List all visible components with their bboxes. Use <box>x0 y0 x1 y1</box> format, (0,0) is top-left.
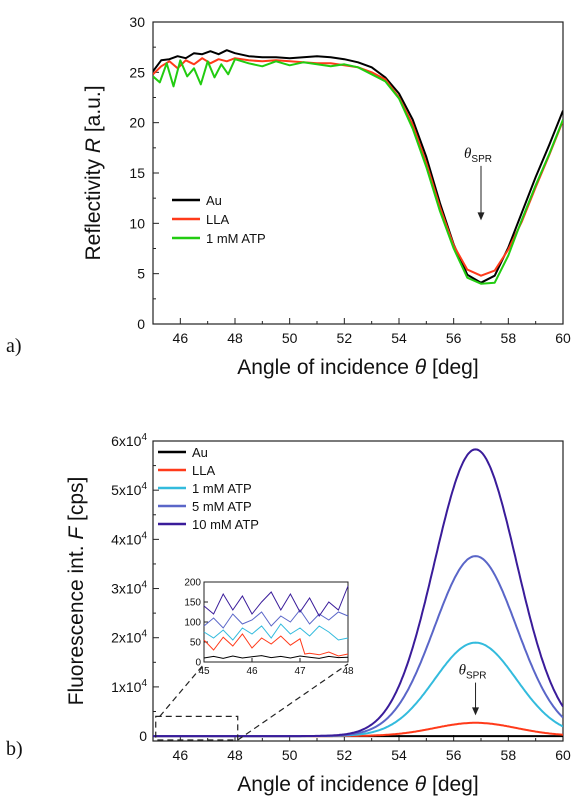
spr-annotation: θSPR <box>459 663 487 682</box>
inset-series-au <box>203 655 349 659</box>
panel-b: 46 48 50 52 54 56 58 60 0 1x104 2x104 3x104 4x104 5x1… <box>65 432 571 796</box>
x-axis-label: Angle of incidence θ [deg] <box>237 356 478 379</box>
inset-chart: 45 46 47 48 0 50 100 150 200 <box>184 578 354 678</box>
x-tick-label: 46 <box>173 330 189 346</box>
y-tick-label: 30 <box>129 14 145 30</box>
y-tick-label: 20 <box>129 115 145 131</box>
series-group <box>153 448 563 738</box>
y-tick-label: 0 <box>139 728 147 744</box>
legend: Au LLA 1 mM ATP 5 mM ATP 10 mM ATP <box>158 445 259 532</box>
x-tick-label: 56 <box>446 747 462 763</box>
x-tick-label: 52 <box>337 330 353 346</box>
panel-a: 46 48 50 52 54 56 58 60 0 5 10 15 20 25 30 Angle of inc… <box>82 14 571 379</box>
x-tick-label: 60 <box>555 330 571 346</box>
x-tick-label: 52 <box>337 747 353 763</box>
inset-x-tick-label: 46 <box>246 666 258 677</box>
arrow-head <box>477 212 485 221</box>
y-tick-label: 0 <box>137 316 145 332</box>
legend-label: 1 mM ATP <box>192 481 252 496</box>
zoom-region-box <box>155 715 239 741</box>
y-tick-label: 6x104 <box>111 432 147 449</box>
plot-frame <box>152 440 564 742</box>
x-tick-label: 50 <box>282 747 298 763</box>
x-tick-label: 46 <box>173 747 189 763</box>
inset-x-tick-label: 48 <box>342 666 354 677</box>
arrow-head <box>472 707 480 716</box>
inset-series-lla <box>203 633 349 657</box>
panel-b-label: b) <box>6 738 23 760</box>
legend-label: LLA <box>206 212 229 227</box>
x-tick-label: 58 <box>501 330 517 346</box>
legend-label: 5 mM ATP <box>192 499 252 514</box>
zoom-connector-right <box>237 663 349 741</box>
legend-label: Au <box>206 193 222 208</box>
x-tick-label: 56 <box>446 330 462 346</box>
legend: Au LLA 1 mM ATP <box>172 193 266 246</box>
x-tick-label: 60 <box>555 747 571 763</box>
series-line-lla <box>153 57 563 277</box>
x-tick-label: 48 <box>227 330 243 346</box>
y-tick-label: 1x104 <box>111 678 147 695</box>
spr-annotation: θSPR <box>464 146 492 165</box>
y-axis-label: Reflectivity R [a.u.] <box>82 85 105 260</box>
y-tick-label: 25 <box>129 64 145 80</box>
zoom-connector-left <box>159 663 205 717</box>
inset-series-5-mm-atp <box>203 609 349 629</box>
y-tick-label: 3x104 <box>111 580 147 597</box>
legend-label: LLA <box>192 463 215 478</box>
inset-series-10-mm-atp <box>203 585 349 617</box>
x-tick-label: 48 <box>227 747 243 763</box>
y-tick-label: 4x104 <box>111 530 147 547</box>
inset-frame <box>203 581 349 663</box>
inset-y-tick-label: 200 <box>184 578 201 589</box>
series-line-10-mm-atp <box>153 448 563 738</box>
inset-y-tick-label: 150 <box>184 598 201 609</box>
x-axis-label: Angle of incidence θ [deg] <box>237 773 478 796</box>
y-tick-label: 5 <box>137 266 145 282</box>
inset-y-tick-label: 0 <box>195 658 201 669</box>
legend-label: 10 mM ATP <box>192 517 259 532</box>
inset-y-tick-label: 100 <box>184 618 201 629</box>
x-tick-label: 54 <box>391 747 407 763</box>
legend-label: 1 mM ATP <box>206 231 266 246</box>
x-tick-label: 58 <box>501 747 517 763</box>
y-tick-label: 5x104 <box>111 481 147 498</box>
panel-a-label: a) <box>6 335 22 357</box>
y-tick-label: 10 <box>129 215 145 231</box>
inset-series-1-mm-atp <box>203 623 349 641</box>
inset-y-tick-label: 50 <box>190 638 202 649</box>
legend-label: Au <box>192 445 208 460</box>
series-line-au <box>153 49 563 284</box>
x-tick-label: 54 <box>391 330 407 346</box>
inset-x-tick-label: 47 <box>294 666 306 677</box>
y-tick-label: 2x104 <box>111 629 147 646</box>
x-tick-label: 50 <box>282 330 298 346</box>
series-line-1-mm-atp <box>153 58 563 285</box>
y-tick-label: 15 <box>129 165 145 181</box>
inset-x-tick-label: 45 <box>198 666 210 677</box>
series-group <box>153 49 563 285</box>
y-axis-label: Fluorescence int. F [cps] <box>65 477 88 706</box>
